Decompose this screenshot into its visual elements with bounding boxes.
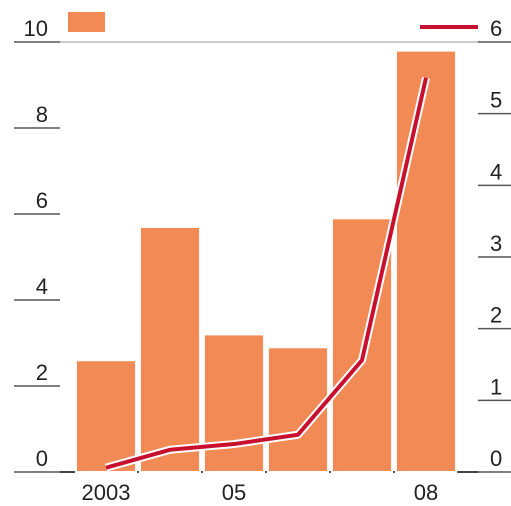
bar xyxy=(74,359,138,474)
x-tick-label: 08 xyxy=(414,480,438,505)
y2-tick-label: 2 xyxy=(490,303,502,328)
y-tick-label: 10 xyxy=(24,16,48,41)
y-tick-label: 8 xyxy=(36,102,48,127)
x-tick-label: 2003 xyxy=(82,480,131,505)
y2-tick-label: 4 xyxy=(490,159,502,184)
y2-tick-label: 3 xyxy=(490,231,502,256)
line xyxy=(105,77,428,470)
y-tick-label: 4 xyxy=(36,274,48,299)
y2-tick-label: 1 xyxy=(490,374,502,399)
y2-tick-label: 5 xyxy=(490,88,502,113)
bar xyxy=(394,49,458,473)
bar xyxy=(138,225,202,473)
x-tick-label: 05 xyxy=(222,480,246,505)
legend-swatch xyxy=(68,12,105,32)
y-tick-label: 2 xyxy=(36,360,48,385)
y2-tick-label: 6 xyxy=(490,16,502,41)
y-tick-label: 0 xyxy=(36,446,48,471)
y-tick-label: 6 xyxy=(36,188,48,213)
bar xyxy=(202,333,266,473)
y2-tick-label: 0 xyxy=(490,446,502,471)
